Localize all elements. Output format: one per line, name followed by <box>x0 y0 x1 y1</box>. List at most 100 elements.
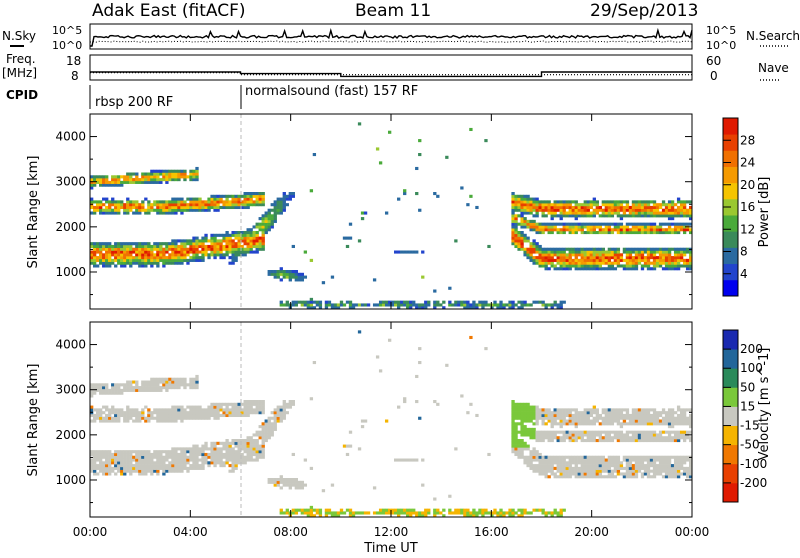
velocity-cell <box>592 469 596 473</box>
power-cell <box>291 272 295 276</box>
velocity-cell <box>261 447 265 451</box>
power-cell <box>529 303 533 307</box>
velocity-cell <box>114 386 118 390</box>
velocity-cell <box>682 430 687 434</box>
velocity-cell <box>520 419 524 423</box>
x-tick-label: 20:00 <box>574 525 609 539</box>
velocity-cell <box>688 472 693 476</box>
velocity-cell <box>673 419 678 423</box>
velocity-cell <box>354 511 359 515</box>
velocity-cell <box>541 419 545 423</box>
power-cell <box>108 258 112 262</box>
velocity-cell <box>661 436 666 440</box>
power-cell <box>391 303 395 307</box>
power-colorbar-swatch <box>723 263 738 281</box>
velocity-cell <box>129 469 133 473</box>
power-cell <box>559 231 563 235</box>
power-cell <box>523 233 527 237</box>
power-cell <box>189 169 193 173</box>
power-cell <box>291 244 295 249</box>
power-cell <box>141 178 145 182</box>
power-cell <box>592 258 596 262</box>
velocity-cell <box>652 413 657 418</box>
power-cell <box>655 205 660 210</box>
velocity-cell <box>126 413 130 418</box>
velocity-cell <box>264 436 268 440</box>
velocity-cell <box>381 511 386 515</box>
velocity-cell <box>616 413 621 418</box>
velocity-cell <box>270 411 274 415</box>
velocity-cell <box>535 469 539 473</box>
velocity-cell <box>589 408 593 412</box>
velocity-cell <box>180 383 184 387</box>
power-cell <box>231 205 235 210</box>
velocity-cell <box>153 377 157 381</box>
power-cell <box>126 205 130 210</box>
power-cell <box>466 306 470 310</box>
power-cell <box>123 244 127 249</box>
power-cell <box>613 222 618 226</box>
velocity-cell <box>159 388 163 392</box>
power-cell <box>673 256 678 260</box>
velocity-cell <box>150 452 154 457</box>
power-cell <box>679 264 684 268</box>
power-cell <box>93 175 97 179</box>
power-cell <box>144 211 148 215</box>
power-cell <box>192 236 196 240</box>
velocity-cell <box>568 466 572 470</box>
velocity-cell <box>219 405 223 409</box>
velocity-cell <box>90 464 94 468</box>
x-tick-label: 12:00 <box>374 525 409 539</box>
power-cell <box>147 247 151 251</box>
power-cell <box>649 261 654 265</box>
velocity-cell <box>243 411 247 415</box>
velocity-cell <box>132 386 136 390</box>
power-cell <box>613 211 618 215</box>
power-cell <box>198 197 202 201</box>
velocity-cell <box>189 386 193 390</box>
power-cell <box>583 267 587 271</box>
power-cell <box>676 211 681 215</box>
power-cell <box>183 239 187 243</box>
velocity-cell <box>625 461 630 465</box>
power-cell <box>607 208 612 212</box>
velocity-cell <box>679 455 684 459</box>
velocity-cell <box>111 383 115 387</box>
power-cell <box>309 189 314 193</box>
power-cell <box>586 258 590 262</box>
power-cell <box>99 180 103 184</box>
freq-panel: Freq. [MHz] 18 8 60 0 Nave <box>2 52 789 83</box>
velocity-cell <box>135 408 139 412</box>
power-cell <box>294 300 298 304</box>
velocity-cell <box>123 472 127 476</box>
power-cell <box>655 264 660 268</box>
velocity-cell <box>102 452 106 457</box>
power-cell <box>577 267 581 271</box>
velocity-cell <box>664 461 669 465</box>
velocity-cell <box>688 458 693 462</box>
power-cell <box>252 236 256 240</box>
power-cell <box>162 247 166 251</box>
velocity-cell <box>577 458 581 462</box>
velocity-cell <box>565 469 569 473</box>
power-cell <box>213 239 217 243</box>
power-cell <box>514 228 518 232</box>
power-cell <box>240 250 244 254</box>
velocity-cell <box>535 422 539 426</box>
velocity-cell <box>670 430 675 434</box>
power-cell <box>141 172 145 176</box>
velocity-cell <box>679 466 684 470</box>
power-cell <box>526 211 530 215</box>
power-cell <box>628 231 633 235</box>
power-cell <box>670 264 675 268</box>
power-cell <box>637 258 642 262</box>
velocity-cell <box>460 508 464 512</box>
power-cell <box>553 258 557 262</box>
velocity-cell <box>111 388 115 392</box>
power-cell <box>568 261 572 265</box>
power-cell <box>99 244 103 249</box>
power-cell <box>324 303 329 307</box>
power-cell <box>288 270 292 274</box>
power-cell <box>210 194 214 198</box>
power-cell <box>472 300 476 304</box>
